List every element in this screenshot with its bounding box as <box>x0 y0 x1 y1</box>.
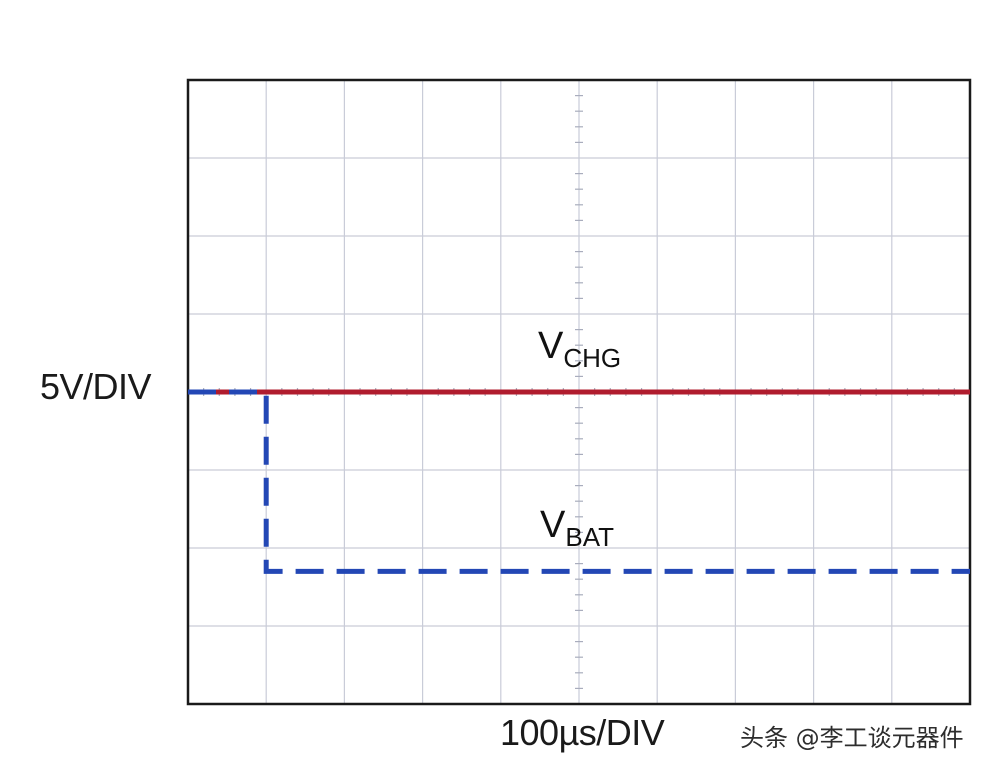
series-label-vchg: VCHG <box>538 325 621 374</box>
series-label-vchg-sub: CHG <box>563 343 622 374</box>
y-axis-scale-label: 5V/DIV <box>40 366 152 407</box>
series-label-vbat: VBAT <box>540 504 614 553</box>
series-label-vbat-sub: BAT <box>565 522 614 553</box>
x-axis-scale-label: 100µs/DIV <box>500 712 665 753</box>
trace-vbat <box>188 389 970 574</box>
watermark: 头条 @李工谈元器件 <box>740 724 964 752</box>
series-label-vchg-main: V <box>538 325 564 367</box>
series-label-vbat-main: V <box>540 504 566 546</box>
